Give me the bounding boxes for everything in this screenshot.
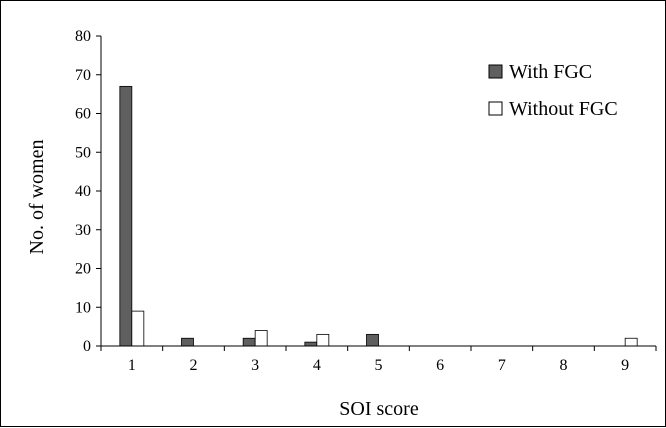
x-tick-label: 5 xyxy=(375,357,383,374)
x-axis-ticks: 1 2 3 4 5 6 7 8 9 xyxy=(100,346,657,374)
y-tick-label: 30 xyxy=(75,222,91,239)
y-tick-label: 60 xyxy=(75,106,91,123)
bar-series xyxy=(119,85,638,347)
y-tick-label: 20 xyxy=(75,261,91,278)
bar-without-fgc-4 xyxy=(316,333,330,347)
bar-without-fgc-3 xyxy=(254,330,268,347)
legend: With FGC Without FGC xyxy=(488,61,618,120)
y-tick-label: 40 xyxy=(75,183,91,200)
legend-label-without-fgc: Without FGC xyxy=(509,98,618,120)
x-tick-label: 4 xyxy=(313,357,321,374)
x-tick-label: 8 xyxy=(560,357,568,374)
bar-with-fgc-1 xyxy=(119,85,133,347)
y-axis-label: No. of women xyxy=(26,140,48,255)
x-tick-label: 3 xyxy=(251,357,259,374)
bar-with-fgc-3 xyxy=(242,337,256,347)
bar-without-fgc-9 xyxy=(624,337,638,347)
x-tick-label: 9 xyxy=(621,357,629,374)
y-tick-label: 50 xyxy=(75,144,91,161)
y-axis-ticks: 0 10 20 30 40 50 60 70 80 xyxy=(75,28,101,355)
bar-with-fgc-5 xyxy=(366,333,379,347)
bar-without-fgc-1 xyxy=(131,310,145,347)
x-tick-label: 7 xyxy=(498,357,506,374)
y-tick-label: 0 xyxy=(83,338,91,355)
y-tick-label: 10 xyxy=(75,299,91,316)
x-tick-label: 1 xyxy=(128,357,136,374)
x-axis-label: SOI score xyxy=(339,398,419,420)
legend-swatch-without-fgc xyxy=(488,101,503,116)
legend-label-with-fgc: With FGC xyxy=(509,61,592,83)
legend-swatch-with-fgc xyxy=(488,64,503,79)
y-tick-label: 80 xyxy=(75,28,91,45)
y-tick-label: 70 xyxy=(75,67,91,84)
x-tick-label: 6 xyxy=(436,357,444,374)
bar-with-fgc-2 xyxy=(181,337,194,347)
bar-with-fgc-4 xyxy=(304,341,318,347)
x-tick-label: 2 xyxy=(190,357,198,374)
